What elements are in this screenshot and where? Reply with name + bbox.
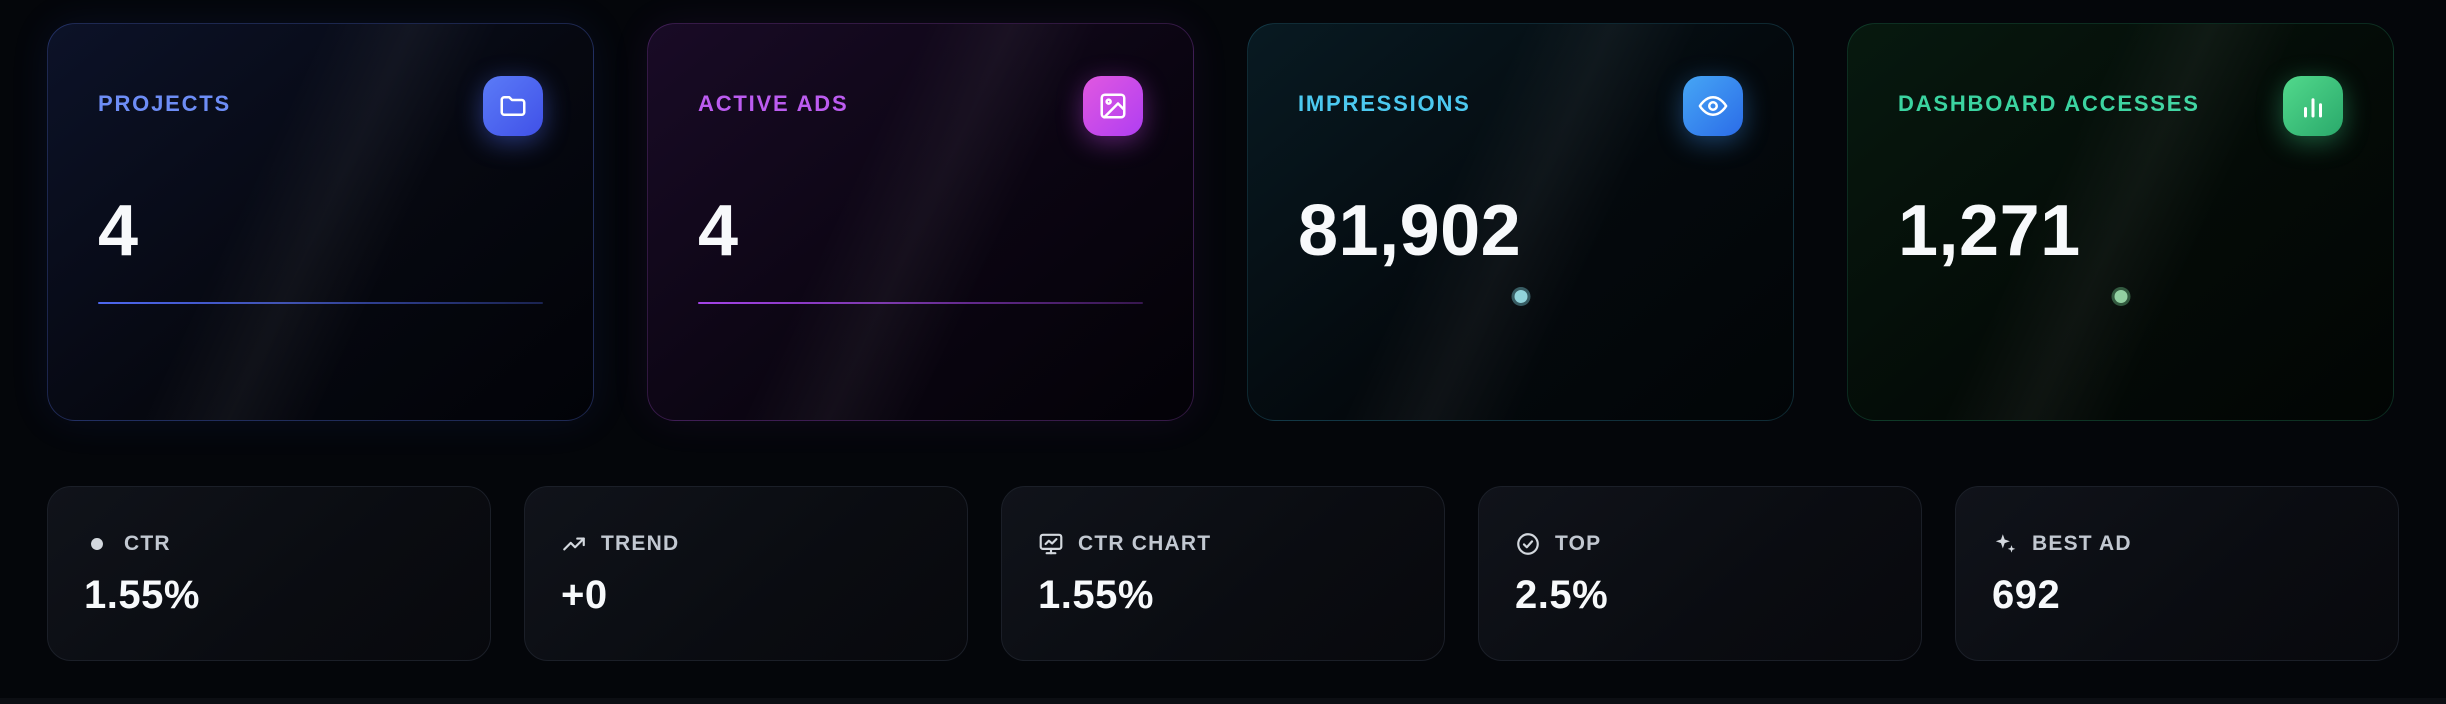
metric-label-best-ad: BEST AD bbox=[2032, 532, 2132, 555]
stat-label-impressions: IMPRESSIONS bbox=[1298, 91, 1471, 116]
folder-icon bbox=[483, 76, 543, 136]
stat-value-active-ads: 4 bbox=[698, 191, 739, 271]
stat-card-header: PROJECTS bbox=[98, 76, 543, 136]
stat-card-projects[interactable]: PROJECTS 4 bbox=[47, 23, 594, 421]
metric-header: TOP bbox=[1515, 531, 1921, 557]
metric-card-top[interactable]: TOP 2.5% bbox=[1478, 486, 1922, 661]
status-dot-cyan bbox=[1514, 290, 1527, 303]
stat-card-impressions[interactable]: IMPRESSIONS 81,902 bbox=[1247, 23, 1794, 421]
metric-header: BEST AD bbox=[1992, 531, 2398, 557]
dot-icon bbox=[84, 531, 110, 557]
stat-label-projects: PROJECTS bbox=[98, 91, 231, 116]
stat-card-header: DASHBOARD ACCESSES bbox=[1898, 76, 2343, 136]
metric-value-trend: +0 bbox=[561, 573, 608, 617]
metric-header: CTR CHART bbox=[1038, 531, 1444, 557]
metric-card-trend[interactable]: TREND +0 bbox=[524, 486, 968, 661]
stats-row: PROJECTS 4 ACTIVE ADS bbox=[47, 23, 2399, 421]
bar-chart-icon bbox=[2283, 76, 2343, 136]
metric-value-top: 2.5% bbox=[1515, 573, 1609, 617]
metric-value-ctr-chart: 1.55% bbox=[1038, 573, 1154, 617]
monitor-chart-icon bbox=[1038, 531, 1064, 557]
status-dot-green bbox=[2114, 290, 2127, 303]
metric-header: CTR bbox=[84, 531, 490, 557]
eye-icon bbox=[1683, 76, 1743, 136]
stat-label-dashboard-accesses: DASHBOARD ACCESSES bbox=[1898, 91, 2200, 116]
stat-label-active-ads: ACTIVE ADS bbox=[698, 91, 849, 116]
stat-card-header: IMPRESSIONS bbox=[1298, 76, 1743, 136]
accent-underline bbox=[98, 302, 543, 304]
metric-value-best-ad: 692 bbox=[1992, 573, 2061, 617]
metric-card-ctr[interactable]: CTR 1.55% bbox=[47, 486, 491, 661]
stat-value-projects: 4 bbox=[98, 191, 139, 271]
stat-value-impressions: 81,902 bbox=[1298, 191, 1522, 271]
metric-label-ctr: CTR bbox=[124, 532, 171, 555]
accent-underline bbox=[698, 302, 1143, 304]
stat-value-dashboard-accesses: 1,271 bbox=[1898, 191, 2081, 271]
trending-up-icon bbox=[561, 531, 587, 557]
metric-card-ctr-chart[interactable]: CTR CHART 1.55% bbox=[1001, 486, 1445, 661]
metric-label-ctr-chart: CTR CHART bbox=[1078, 532, 1212, 555]
dashboard-page: PROJECTS 4 ACTIVE ADS bbox=[47, 23, 2399, 661]
stat-card-dashboard-accesses[interactable]: DASHBOARD ACCESSES 1,271 bbox=[1847, 23, 2394, 421]
check-circle-icon bbox=[1515, 531, 1541, 557]
stat-card-active-ads[interactable]: ACTIVE ADS 4 bbox=[647, 23, 1194, 421]
stat-card-header: ACTIVE ADS bbox=[698, 76, 1143, 136]
metric-card-best-ad[interactable]: BEST AD 692 bbox=[1955, 486, 2399, 661]
metric-header: TREND bbox=[561, 531, 967, 557]
sparkles-icon bbox=[1992, 531, 2018, 557]
metric-label-top: TOP bbox=[1555, 532, 1602, 555]
metric-value-ctr: 1.55% bbox=[84, 573, 200, 617]
metrics-row: CTR 1.55% TREND +0 bbox=[47, 486, 2399, 661]
next-section-edge bbox=[0, 698, 2446, 704]
metric-label-trend: TREND bbox=[601, 532, 680, 555]
image-icon bbox=[1083, 76, 1143, 136]
